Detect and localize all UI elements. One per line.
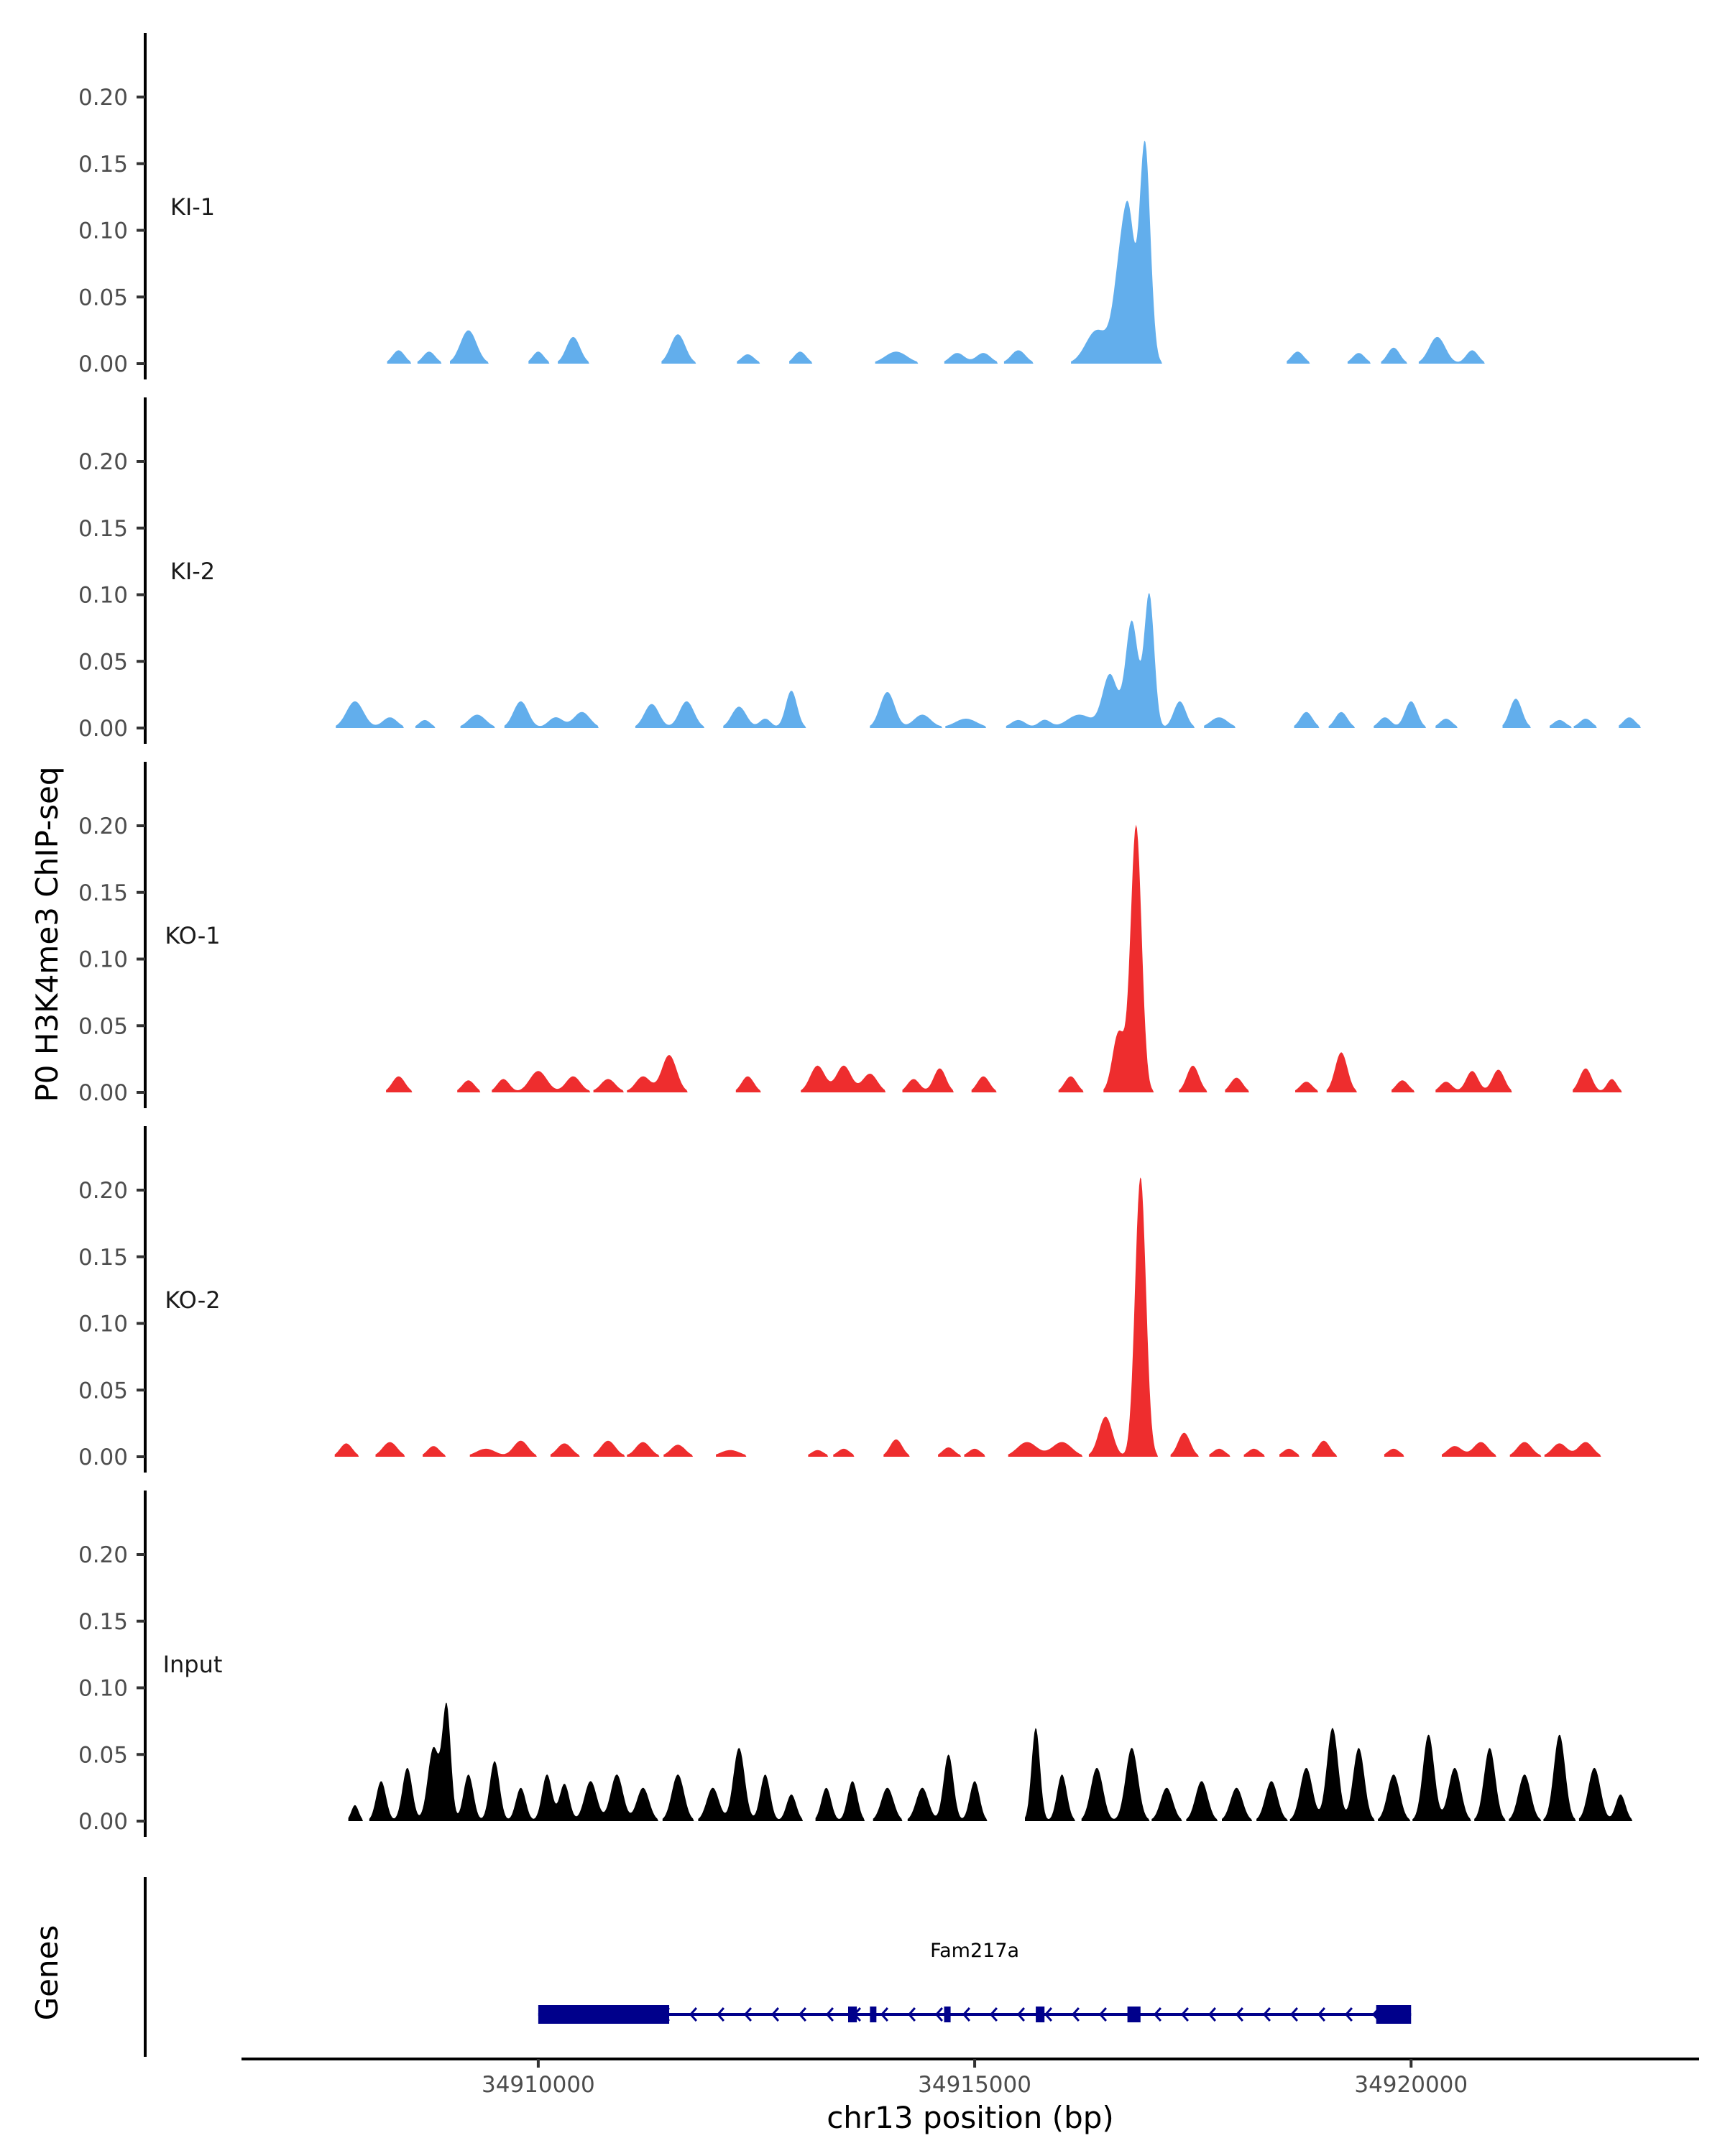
track-label: KO-2 [165,1286,220,1314]
y-tick-label: 0.15 [78,880,128,906]
x-tick-label: 34920000 [1354,2072,1468,2098]
y-tick-label: 0.15 [78,516,128,542]
y-tick-label: 0.05 [78,1378,128,1404]
y-tick-label: 0.05 [78,1742,128,1768]
y-tick-label: 0.05 [78,1013,128,1039]
y-tick-label: 0.00 [78,1445,128,1470]
strand-arrow [1208,2007,1217,2022]
track-label: Input [163,1651,223,1678]
y-tick-label: 0.10 [78,218,128,244]
signal-area [334,1177,1601,1457]
track-ki-1: 0.00 0.05 0.10 0.15 0.20 KI-1 [78,33,1485,379]
strand-arrow [1262,2007,1271,2022]
y-tick-label: 0.00 [78,1080,128,1106]
gene-name: Fam217a [930,1940,1019,1962]
strand-arrow [1180,2007,1190,2022]
gene-exon [847,2007,857,2022]
gene-exon [944,2007,951,2022]
gene-exon [870,2007,877,2022]
track-label: KI-1 [170,193,215,221]
gene-panel: Fam217a [144,1877,1412,2057]
strand-arrow [1016,2007,1026,2022]
y-tick-label: 0.10 [78,1676,128,1702]
gene-exon [1036,2007,1045,2022]
strand-arrow [1098,2007,1108,2022]
strand-arrow [1344,2007,1353,2022]
x-axis-title: chr13 position (bp) [827,2100,1114,2135]
x-tick-label: 34910000 [482,2072,595,2098]
y-tick-label: 0.15 [78,1245,128,1271]
y-tick-label: 0.00 [78,1809,128,1835]
strand-arrow [770,2007,780,2022]
gene-exon [538,2005,670,2024]
strand-arrow [880,2007,889,2022]
strand-arrow [962,2007,971,2022]
strand-arrow [1317,2007,1326,2022]
strand-arrow [743,2007,753,2022]
y-tick-label: 0.05 [78,285,128,310]
strand-arrow [989,2007,998,2022]
track-ko-1: 0.00 0.05 0.10 0.15 0.20 KO-1 [78,762,1622,1108]
signal-area [348,1703,1633,1821]
strand-arrow [1289,2007,1299,2022]
track-ki-2: 0.00 0.05 0.10 0.15 0.20 KI-2 [78,397,1641,744]
x-axis: 34910000 34915000 34920000 [242,2058,1699,2098]
y-axis-title: P0 H3K4me3 ChIP-seq [29,766,65,1102]
y-tick-label: 0.10 [78,947,128,973]
y-tick-label: 0.15 [78,152,128,178]
strand-arrow [1235,2007,1244,2022]
gene-exon [1127,2007,1141,2022]
x-tick-label: 34915000 [918,2072,1031,2098]
y-tick-label: 0.20 [78,814,128,839]
genes-axis-title: Genes [29,1925,65,2021]
y-tick-label: 0.05 [78,649,128,675]
y-tick-label: 0.00 [78,351,128,377]
signal-area [386,824,1622,1092]
strand-arrow [689,2007,698,2022]
track-label: KO-1 [165,922,220,949]
y-tick-label: 0.20 [78,1542,128,1568]
strand-arrow [934,2007,944,2022]
strand-arrow [1071,2007,1080,2022]
track-label: KI-2 [170,558,215,585]
y-tick-label: 0.20 [78,85,128,111]
strand-arrow [1153,2007,1162,2022]
y-tick-label: 0.15 [78,1609,128,1635]
track-input: 0.00 0.05 0.10 0.15 0.20 Input [78,1491,1633,1837]
y-tick-label: 0.20 [78,1178,128,1204]
strand-arrow [798,2007,807,2022]
strand-arrow [716,2007,725,2022]
tracks: 0.00 0.05 0.10 0.15 0.20 KI-1 0.00 0.05 0.10 0.15… [78,33,1641,1837]
signal-area [336,593,1641,728]
strand-arrow [1044,2007,1053,2022]
signal-area [387,140,1485,364]
gene-exon [1376,2005,1412,2024]
y-tick-label: 0.10 [78,583,128,609]
strand-arrow [825,2007,834,2022]
y-tick-label: 0.10 [78,1312,128,1337]
y-tick-label: 0.00 [78,716,128,742]
strand-arrow [907,2007,916,2022]
track-ko-2: 0.00 0.05 0.10 0.15 0.20 KO-2 [78,1126,1601,1473]
y-tick-label: 0.20 [78,449,128,475]
